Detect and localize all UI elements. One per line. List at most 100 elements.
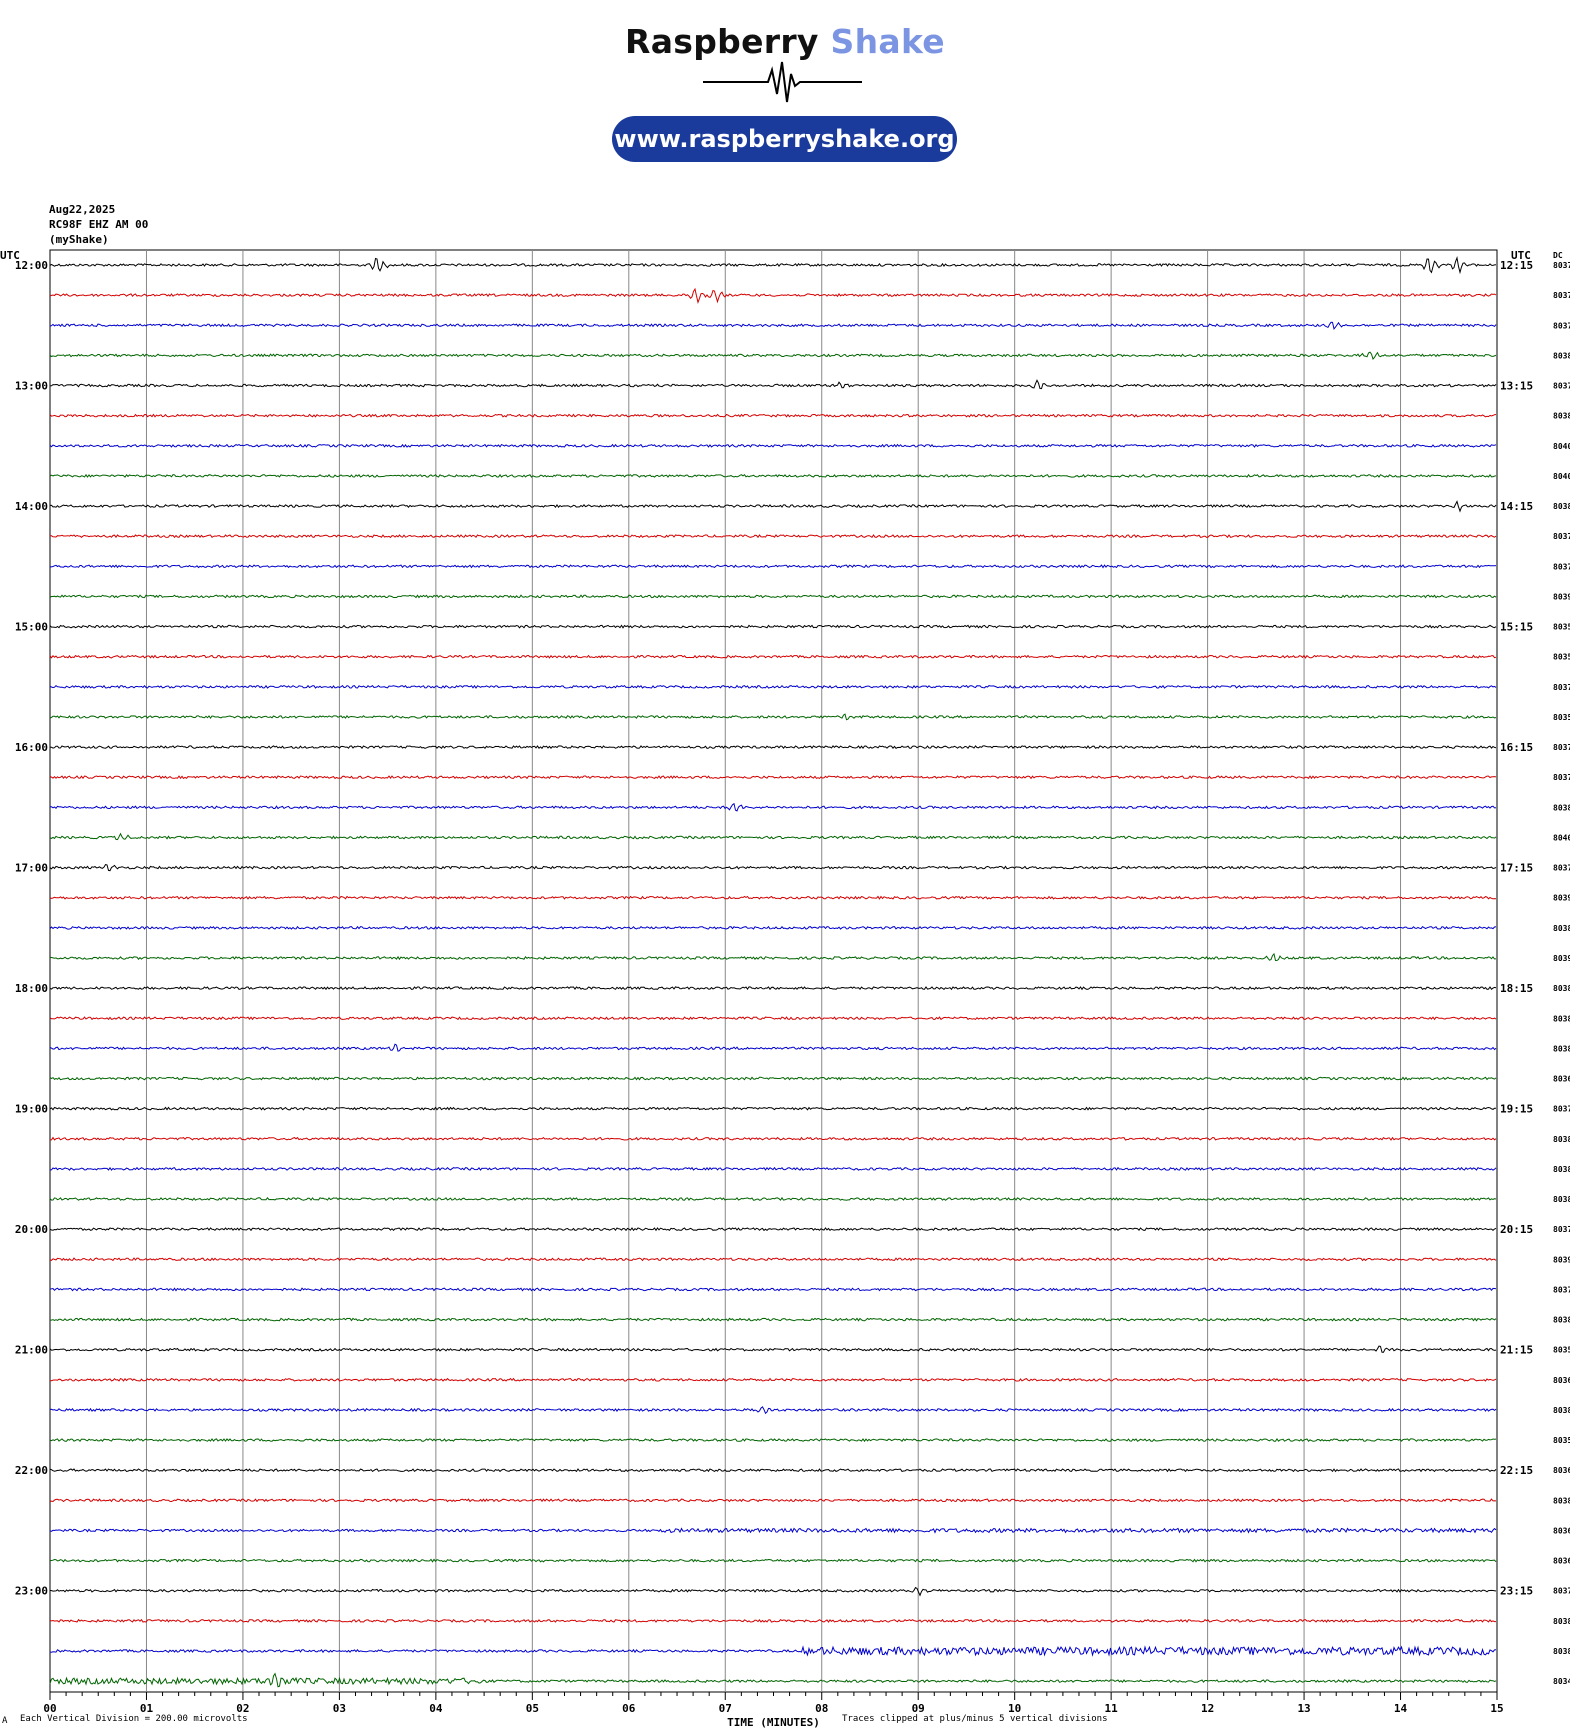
clip-note: Traces clipped at plus/minus 5 vertical … xyxy=(842,1714,1108,1724)
seismic-trace xyxy=(49,1645,1497,1657)
seismic-wave-icon xyxy=(703,61,862,103)
dc-value: 8035 xyxy=(1553,713,1570,722)
dc-value: 8035 xyxy=(1553,623,1570,632)
seismic-trace xyxy=(49,1345,1497,1353)
hour-label-right: 18:15 xyxy=(1500,982,1533,995)
dc-value: 8036 xyxy=(1553,1557,1570,1566)
hour-label-left: 15:00 xyxy=(15,621,48,634)
hour-label-left: 21:00 xyxy=(15,1344,48,1357)
dc-value: 8038 xyxy=(1553,1135,1570,1144)
seismic-trace xyxy=(49,895,1497,900)
trace-group xyxy=(49,256,1497,1688)
seismic-trace xyxy=(49,1618,1496,1623)
seismic-trace xyxy=(49,287,1497,305)
seismic-trace xyxy=(49,1043,1497,1052)
chart-grid xyxy=(49,249,1498,1700)
x-tick-label: 13 xyxy=(1297,1702,1310,1715)
hour-label-right: 12:15 xyxy=(1500,259,1533,272)
dc-value: 8036 xyxy=(1553,1526,1570,1535)
seismic-trace xyxy=(49,1166,1497,1171)
dc-value: 8037 xyxy=(1553,562,1570,571)
dc-value: 8038 xyxy=(1553,351,1570,360)
dc-value: 8038 xyxy=(1553,1165,1570,1174)
dc-value: 8038 xyxy=(1553,984,1570,993)
label-group: 00 01 02 03 04 05 06 07 08 09 10 11 12 13 14 15 TIME (MI… xyxy=(0,249,1570,1729)
hour-label-left: 23:00 xyxy=(15,1585,48,1598)
seismic-trace xyxy=(49,864,1497,872)
x-tick-label: 03 xyxy=(333,1702,346,1715)
dc-value: 8037 xyxy=(1553,321,1570,330)
x-tick-label: 07 xyxy=(719,1702,732,1715)
dc-value: 8040 xyxy=(1553,472,1570,481)
brand-name: Raspberry Shake xyxy=(625,22,945,61)
dc-value: 8037 xyxy=(1553,382,1570,391)
hour-label-left: 19:00 xyxy=(15,1103,48,1116)
hour-label-right: 15:15 xyxy=(1500,621,1533,634)
dc-value: 8037 xyxy=(1553,683,1570,692)
dc-value: 8037 xyxy=(1553,1105,1570,1114)
hour-label-right: 13:15 xyxy=(1500,380,1533,393)
x-tick-label: 12 xyxy=(1201,1702,1214,1715)
dc-value: 8038 xyxy=(1553,1617,1570,1626)
hour-label-left: 12:00 xyxy=(15,259,48,272)
seismic-trace xyxy=(49,624,1497,629)
x-tick-label: 08 xyxy=(815,1702,828,1715)
raspberry-shake-logo: Raspberry Shake www.raspberryshake.org xyxy=(0,0,1570,190)
network-name: (myShake) xyxy=(49,233,109,246)
station-code: RC98F EHZ AM 00 xyxy=(49,218,149,231)
dc-value: 8037 xyxy=(1553,864,1570,873)
website-url[interactable]: www.raspberryshake.org xyxy=(612,116,957,162)
dc-value: 8036 xyxy=(1553,1075,1570,1084)
seismic-trace xyxy=(49,1196,1497,1202)
hour-label-right: 19:15 xyxy=(1500,1103,1533,1116)
dc-value: 8036 xyxy=(1553,1466,1570,1475)
seismic-trace xyxy=(49,1287,1497,1292)
dc-value: 8037 xyxy=(1553,1587,1570,1596)
seismic-trace xyxy=(49,654,1497,659)
hour-label-right: 22:15 xyxy=(1500,1464,1533,1477)
seismic-trace xyxy=(49,500,1497,513)
seismic-trace xyxy=(49,1498,1497,1503)
corner-mark: A xyxy=(2,1716,8,1726)
scale-note: Each Vertical Division = 200.00 microvol… xyxy=(20,1714,248,1724)
x-tick-label: 09 xyxy=(912,1702,925,1715)
seismic-trace xyxy=(49,925,1497,930)
hour-label-left: 18:00 xyxy=(15,982,48,995)
dc-value: 8038 xyxy=(1553,1406,1570,1415)
seismic-trace xyxy=(49,684,1497,689)
plot-frame xyxy=(49,249,1498,1693)
dc-value: 8039 xyxy=(1553,954,1570,963)
x-axis-label: TIME (MINUTES) xyxy=(727,1716,820,1729)
hour-label-left: 13:00 xyxy=(15,380,48,393)
hour-label-right: 21:15 xyxy=(1500,1344,1533,1357)
seismic-trace xyxy=(49,1672,1497,1688)
seismic-trace xyxy=(50,1317,1497,1322)
seismic-trace xyxy=(49,1437,1497,1443)
dc-value: 8034 xyxy=(1553,1677,1570,1686)
right-utc-label: UTC xyxy=(1511,249,1531,262)
x-tick-label: 15 xyxy=(1490,1702,1503,1715)
dc-value: 8038 xyxy=(1553,1044,1570,1053)
dc-value: 8039 xyxy=(1553,1255,1570,1264)
dc-value: 8037 xyxy=(1553,532,1570,541)
x-tick-label: 14 xyxy=(1394,1702,1408,1715)
x-tick-label: 04 xyxy=(429,1702,443,1715)
seismic-trace xyxy=(49,351,1497,360)
hour-label-right: 16:15 xyxy=(1500,741,1533,754)
seismic-trace xyxy=(49,594,1497,599)
seismic-trace xyxy=(49,1076,1497,1081)
dc-value: 8038 xyxy=(1553,1316,1570,1325)
x-tick-label: 02 xyxy=(236,1702,249,1715)
record-date: Aug22,2025 xyxy=(49,203,116,216)
hour-label-left: 14:00 xyxy=(15,500,48,513)
dc-value: 8037 xyxy=(1553,1225,1570,1234)
dc-value: 8035 xyxy=(1553,1346,1570,1355)
seismic-trace xyxy=(49,1406,1497,1415)
seismic-trace xyxy=(50,802,1497,812)
dc-value: 8038 xyxy=(1553,1496,1570,1505)
x-tick-label: 10 xyxy=(1008,1702,1021,1715)
x-tick-label: 11 xyxy=(1105,1702,1119,1715)
dc-value: 8037 xyxy=(1553,1285,1570,1294)
dc-value: 8037 xyxy=(1553,773,1570,782)
